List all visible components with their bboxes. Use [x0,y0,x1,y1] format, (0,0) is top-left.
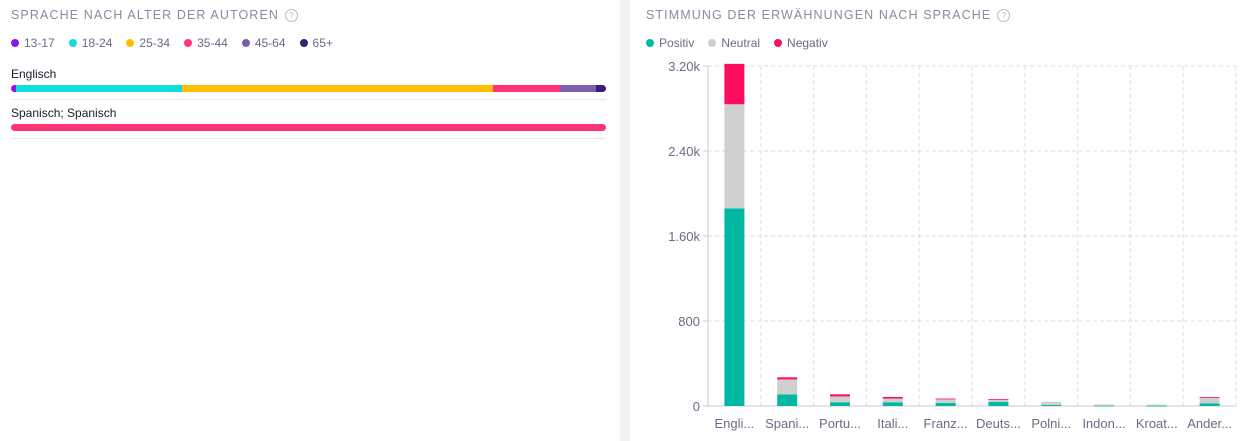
bar-segment-neutral[interactable] [777,379,798,395]
legend-label: 18-24 [81,36,113,50]
sentiment-panel-title: STIMMUNG DER ERWÄHNUNGEN NACH SPRACHE ? [646,7,1249,23]
x-tick-label: Spani... [765,416,809,431]
legend-dot-icon [241,39,250,47]
y-tick-label: 2.40k [668,144,700,159]
bar-segment-18-24[interactable] [15,85,183,92]
age-bar-list: Englisch Spanisch; Spanisch [11,61,606,139]
bar-segment-neutral[interactable] [935,399,956,403]
age-panel-title: SPRACHE NACH ALTER DER AUTOREN ? [11,7,606,23]
x-tick-label: Deuts... [976,416,1021,431]
language-label: Englisch [11,67,57,81]
legend-dot-icon [774,39,783,47]
bar-segment-negativ[interactable] [830,394,850,397]
sentiment-panel-title-text: STIMMUNG DER ERWÄHNUNGEN NACH SPRACHE [646,8,992,22]
legend-label: 45-64 [254,36,286,50]
legend-item-65-[interactable]: 65+ [299,36,333,50]
stacked-bar[interactable] [11,85,606,92]
legend-dot-icon [646,39,654,47]
bar-segment-35-44[interactable] [492,85,561,92]
legend-item-25-34[interactable]: 25-34 [126,36,170,50]
bar-segment-positiv[interactable] [1146,405,1167,407]
bar-segment-neutral[interactable] [1094,404,1114,406]
legend-label: Negativ [787,36,828,50]
bar-segment-negativ[interactable] [777,377,798,380]
legend-item-45-64[interactable]: 45-64 [241,36,286,50]
bar-segment-positiv[interactable] [1041,404,1062,406]
legend-label: 35-44 [197,36,228,50]
legend-item-13-17[interactable]: 13-17 [11,36,55,50]
legend-label: 65+ [312,36,333,50]
legend-label: Positiv [659,36,695,50]
bar-segment-positiv[interactable] [935,402,956,406]
bar-segment-neutral[interactable] [988,399,1009,402]
bar-segment-neutral[interactable] [1041,401,1062,405]
legend-item-18-24[interactable]: 18-24 [68,36,113,50]
x-tick-label: Ander... [1187,416,1232,431]
bar-segment-neutral[interactable] [830,396,850,403]
x-tick-label: Indon... [1082,416,1125,431]
bar-segment-13-17[interactable] [11,85,16,92]
bar-segment-neutral[interactable] [1199,397,1220,404]
bar-segment-positiv[interactable] [777,394,798,406]
legend-label: 25-34 [139,36,171,50]
legend-dot-icon [184,39,193,47]
sentiment-bar-chart: 0 800 1.60k 2.40k 3.20k Engli... Spani... Portu… [668,59,1237,431]
bar-segment-45-64[interactable] [560,85,596,92]
language-bar-row[interactable]: Spanisch; Spanisch [11,100,606,139]
language-label: Spanisch; Spanisch [11,106,117,120]
sentiment-legend: Positiv Neutral Negativ [646,35,1249,51]
y-tick-label: 800 [678,314,700,329]
bar-segment-neutral[interactable] [1146,404,1167,406]
legend-dot-icon [299,39,308,47]
x-tick-label: Engli... [715,416,755,431]
legend-item-negativ[interactable]: Negativ [774,36,828,50]
bar-segment-negativ[interactable] [988,399,1009,400]
bar-segment-65+[interactable] [595,85,606,92]
bar-segment-negativ[interactable] [882,396,903,399]
bar-segment-neutral[interactable] [724,104,745,209]
stacked-bar[interactable] [11,124,606,131]
age-language-panel: SPRACHE NACH ALTER DER AUTOREN ? 13-17 18… [0,0,620,441]
legend-item-35-44[interactable]: 35-44 [184,36,228,50]
bar-segment-25-34[interactable] [182,85,493,92]
x-tick-label: Portu... [819,416,861,431]
bar-segment-positiv[interactable] [830,402,850,406]
y-tick-label: 3.20k [668,59,700,74]
legend-label: Neutral [721,36,761,50]
x-tick-label: Kroat... [1136,416,1178,431]
sentiment-panel: STIMMUNG DER ERWÄHNUNGEN NACH SPRACHE ? … [630,0,1249,441]
legend-item-neutral[interactable]: Neutral [708,36,760,50]
bar-segment-positiv[interactable] [1199,403,1220,406]
help-icon[interactable]: ? [997,8,1011,22]
bar-segment-neutral[interactable] [882,398,903,403]
legend-dot-icon [68,39,77,47]
bar-segment-negativ[interactable] [724,63,745,105]
legend-dot-icon [708,39,717,47]
age-legend: 13-17 18-24 25-34 35-44 45-64 65+ [11,35,606,51]
bar-segment-positiv[interactable] [882,402,903,406]
age-panel-title-text: SPRACHE NACH ALTER DER AUTOREN [11,8,280,22]
bar-segment-positiv[interactable] [988,401,1009,406]
bar-segment-negativ[interactable] [1199,396,1220,398]
x-tick-label: Itali... [877,416,908,431]
legend-label: 13-17 [24,36,55,50]
panel-divider [620,0,630,441]
x-tick-label: Polni... [1031,416,1071,431]
x-tick-label: Franz... [924,416,968,431]
y-tick-label: 1.60k [668,229,700,244]
bar-segment-positiv[interactable] [1094,405,1114,407]
legend-dot-icon [126,39,135,47]
help-icon[interactable]: ? [285,8,299,22]
bar-segment-negativ[interactable] [935,398,956,400]
legend-item-positiv[interactable]: Positiv [646,36,694,50]
legend-dot-icon [11,39,19,47]
y-tick-label: 0 [693,399,700,414]
language-bar-row[interactable]: Englisch [11,61,606,100]
bar-segment-positiv[interactable] [724,208,745,406]
bar-segment-35-44[interactable] [11,124,606,131]
